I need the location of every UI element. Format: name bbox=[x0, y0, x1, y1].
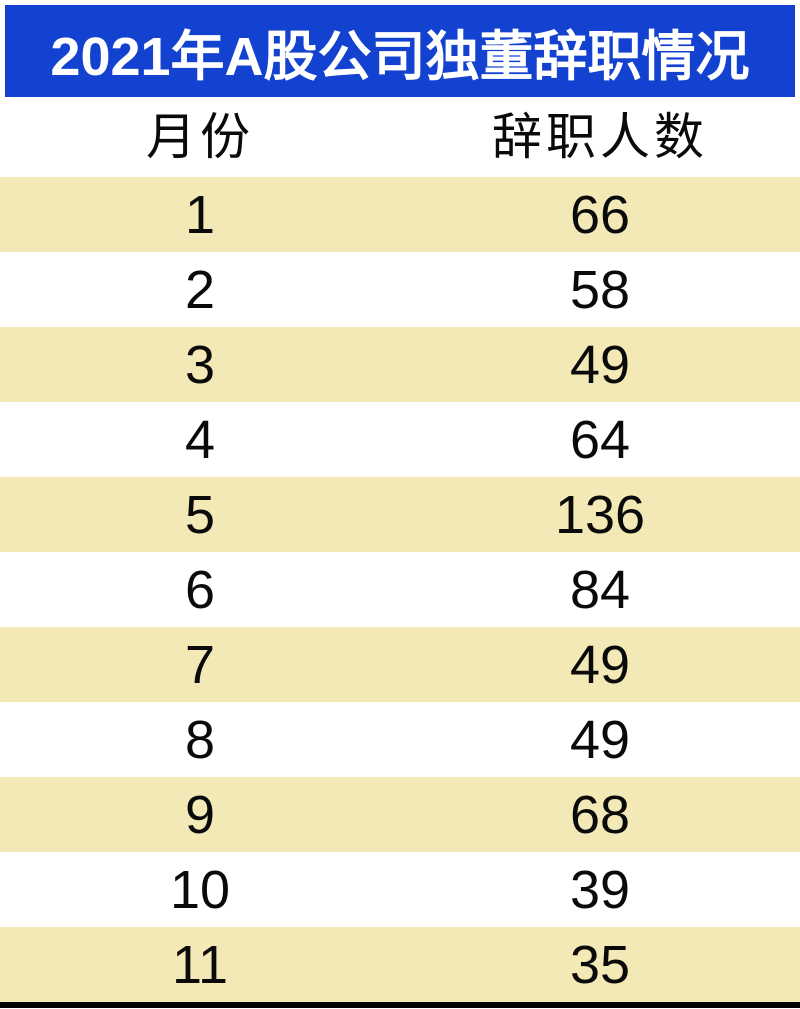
count-cell: 66 bbox=[569, 184, 631, 245]
count-cell: 64 bbox=[569, 409, 631, 470]
month-cell: 11 bbox=[171, 934, 229, 995]
table-row: 4 64 bbox=[0, 402, 800, 477]
column-header-resignations: 辞职人数 bbox=[492, 109, 708, 165]
month-cell: 9 bbox=[184, 784, 216, 845]
table-row: 7 49 bbox=[0, 627, 800, 702]
table-row: 3 49 bbox=[0, 327, 800, 402]
count-cell: 49 bbox=[569, 634, 631, 695]
table-row: 10 39 bbox=[0, 852, 800, 927]
page-title: 2021年A股公司独董辞职情况 bbox=[5, 5, 795, 97]
count-cell: 84 bbox=[569, 559, 631, 620]
month-cell: 8 bbox=[184, 709, 216, 770]
count-cell: 49 bbox=[569, 334, 631, 395]
count-cell: 49 bbox=[569, 709, 631, 770]
table-row: 5 136 bbox=[0, 477, 800, 552]
month-cell: 1 bbox=[184, 184, 216, 245]
month-cell: 10 bbox=[169, 859, 231, 920]
table-row: 1 66 bbox=[0, 177, 800, 252]
column-header-month: 月份 bbox=[146, 109, 254, 165]
table-row: 6 84 bbox=[0, 552, 800, 627]
column-header-row: 月份 辞职人数 bbox=[0, 97, 800, 177]
month-cell: 4 bbox=[184, 409, 216, 470]
table-body: 1 66 2 58 3 49 4 64 5 136 6 84 7 49 8 49 bbox=[0, 177, 800, 1002]
count-cell: 39 bbox=[569, 859, 631, 920]
count-cell: 58 bbox=[569, 259, 631, 320]
table-row: 9 68 bbox=[0, 777, 800, 852]
month-cell: 5 bbox=[184, 484, 216, 545]
month-cell: 2 bbox=[184, 259, 216, 320]
month-cell: 7 bbox=[184, 634, 216, 695]
table-row: 8 49 bbox=[0, 702, 800, 777]
month-cell: 3 bbox=[184, 334, 216, 395]
bottom-border bbox=[0, 1002, 800, 1008]
table-row: 2 58 bbox=[0, 252, 800, 327]
table-row: 11 35 bbox=[0, 927, 800, 1002]
month-cell: 6 bbox=[184, 559, 216, 620]
count-cell: 136 bbox=[554, 484, 646, 545]
count-cell: 68 bbox=[569, 784, 631, 845]
count-cell: 35 bbox=[569, 934, 631, 995]
